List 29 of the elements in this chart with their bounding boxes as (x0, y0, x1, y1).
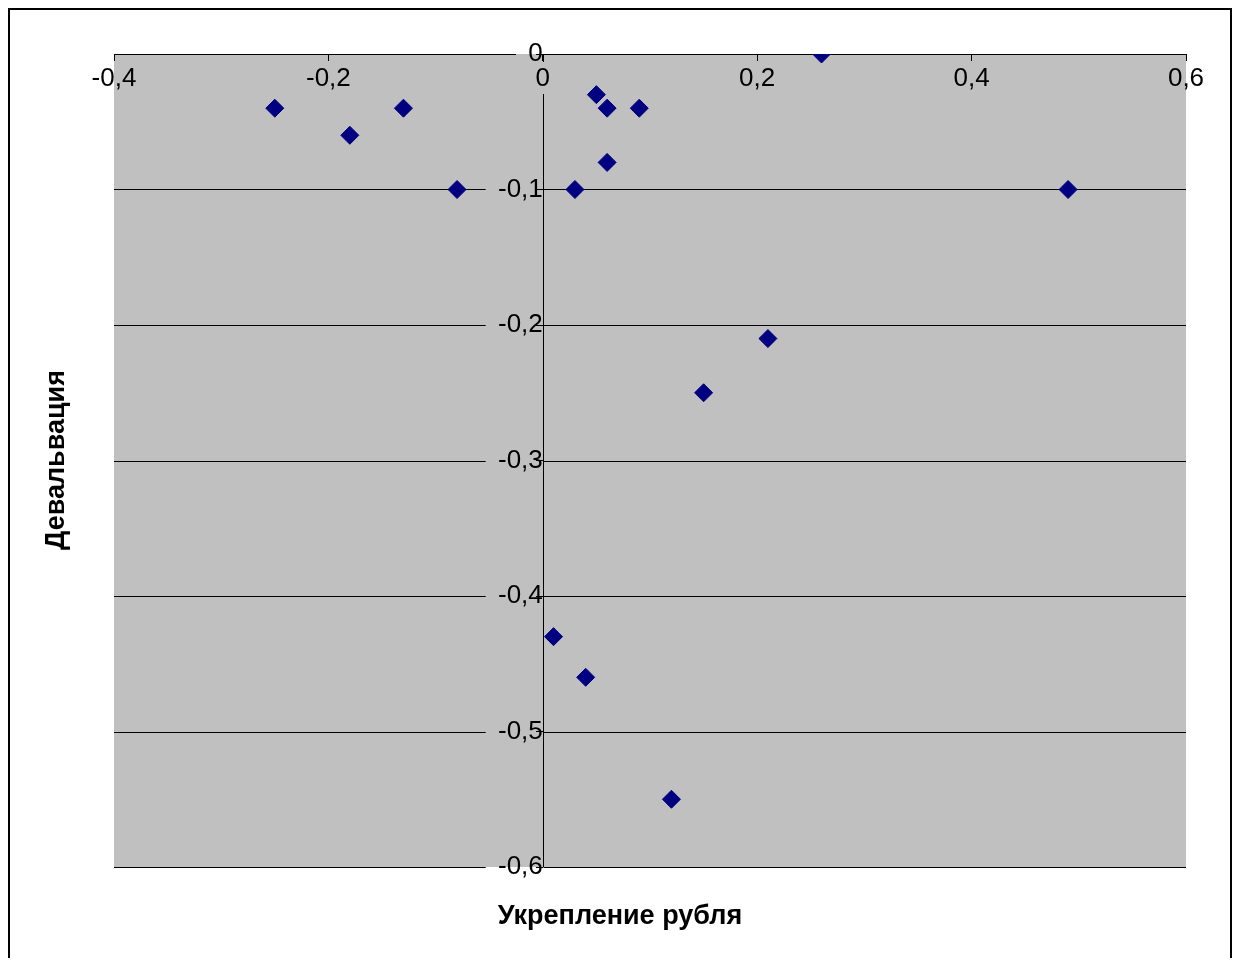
point (265, 98, 285, 118)
x-tick-label: -0,2 (305, 61, 351, 92)
y-tick-label: -0,1 (497, 172, 543, 203)
x-tick-label: 0,2 (739, 61, 776, 92)
point (661, 789, 681, 809)
x-tick-label: -0,4 (91, 61, 137, 92)
point (393, 98, 413, 118)
y-axis-title: Девальвация (39, 370, 71, 550)
x-axis-title: Укрепление рубля (496, 900, 744, 931)
y-tick-label: 0 (528, 37, 543, 68)
y-tick-label: -0,3 (497, 443, 543, 474)
point (597, 152, 617, 172)
y-tick-label: -0,2 (497, 308, 543, 339)
point (544, 627, 564, 647)
point (565, 180, 585, 199)
point (340, 125, 360, 145)
point (1058, 180, 1078, 199)
y-tick-label: -0,5 (497, 714, 543, 745)
y-tick-label: -0,6 (497, 850, 543, 881)
y-tick-label: -0,4 (497, 579, 543, 610)
point (576, 667, 596, 687)
x-tick-label: 0,6 (1167, 61, 1205, 92)
x-tick-label: 0,4 (953, 61, 990, 92)
point (447, 180, 467, 199)
point (758, 329, 778, 349)
point (597, 98, 617, 118)
point (694, 383, 714, 403)
point (586, 85, 606, 105)
point (629, 98, 649, 118)
